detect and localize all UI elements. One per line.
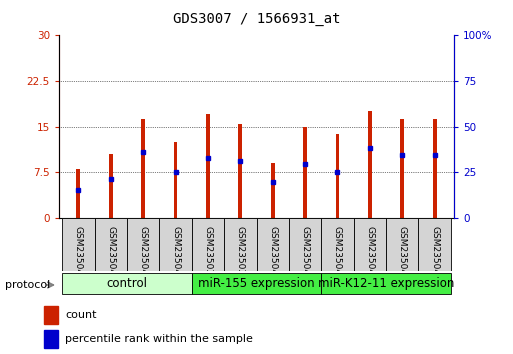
Text: count: count — [65, 309, 96, 320]
Text: GSM235049: GSM235049 — [171, 226, 180, 280]
Bar — [206, 114, 210, 218]
Bar — [192, 273, 321, 295]
Bar — [109, 154, 113, 218]
Bar — [400, 119, 404, 218]
Bar — [289, 218, 321, 271]
Bar — [44, 330, 58, 348]
Bar — [256, 218, 289, 271]
Bar — [76, 169, 81, 218]
Bar — [239, 124, 242, 218]
Bar — [419, 218, 451, 271]
Text: GSM235038: GSM235038 — [204, 226, 212, 281]
Bar — [353, 218, 386, 271]
Text: GSM235041: GSM235041 — [301, 226, 309, 280]
Bar — [44, 306, 58, 324]
Bar — [141, 119, 145, 218]
Text: GSM235043: GSM235043 — [365, 226, 374, 280]
Bar — [336, 134, 340, 218]
Bar — [303, 127, 307, 218]
Text: GSM235045: GSM235045 — [430, 226, 439, 280]
Text: miR-155 expression: miR-155 expression — [198, 277, 315, 290]
Bar — [224, 218, 256, 271]
Text: GSM235046: GSM235046 — [74, 226, 83, 280]
Bar — [321, 218, 353, 271]
Bar — [62, 273, 192, 295]
Bar — [432, 119, 437, 218]
Bar — [94, 218, 127, 271]
Text: GSM235042: GSM235042 — [333, 226, 342, 280]
Text: protocol: protocol — [5, 280, 50, 290]
Text: GSM235040: GSM235040 — [268, 226, 277, 280]
Bar — [160, 218, 192, 271]
Bar — [271, 163, 274, 218]
Bar — [127, 218, 160, 271]
Text: GSM235048: GSM235048 — [139, 226, 148, 280]
Bar — [62, 218, 94, 271]
Text: GSM235047: GSM235047 — [106, 226, 115, 280]
Bar — [321, 273, 451, 295]
Bar — [192, 218, 224, 271]
Text: percentile rank within the sample: percentile rank within the sample — [65, 334, 253, 344]
Text: GSM235044: GSM235044 — [398, 226, 407, 280]
Text: miR-K12-11 expression: miR-K12-11 expression — [318, 277, 454, 290]
Text: GDS3007 / 1566931_at: GDS3007 / 1566931_at — [173, 12, 340, 27]
Text: control: control — [107, 277, 148, 290]
Bar — [173, 142, 177, 218]
Bar — [368, 112, 372, 218]
Bar — [386, 218, 419, 271]
Text: GSM235039: GSM235039 — [236, 226, 245, 281]
